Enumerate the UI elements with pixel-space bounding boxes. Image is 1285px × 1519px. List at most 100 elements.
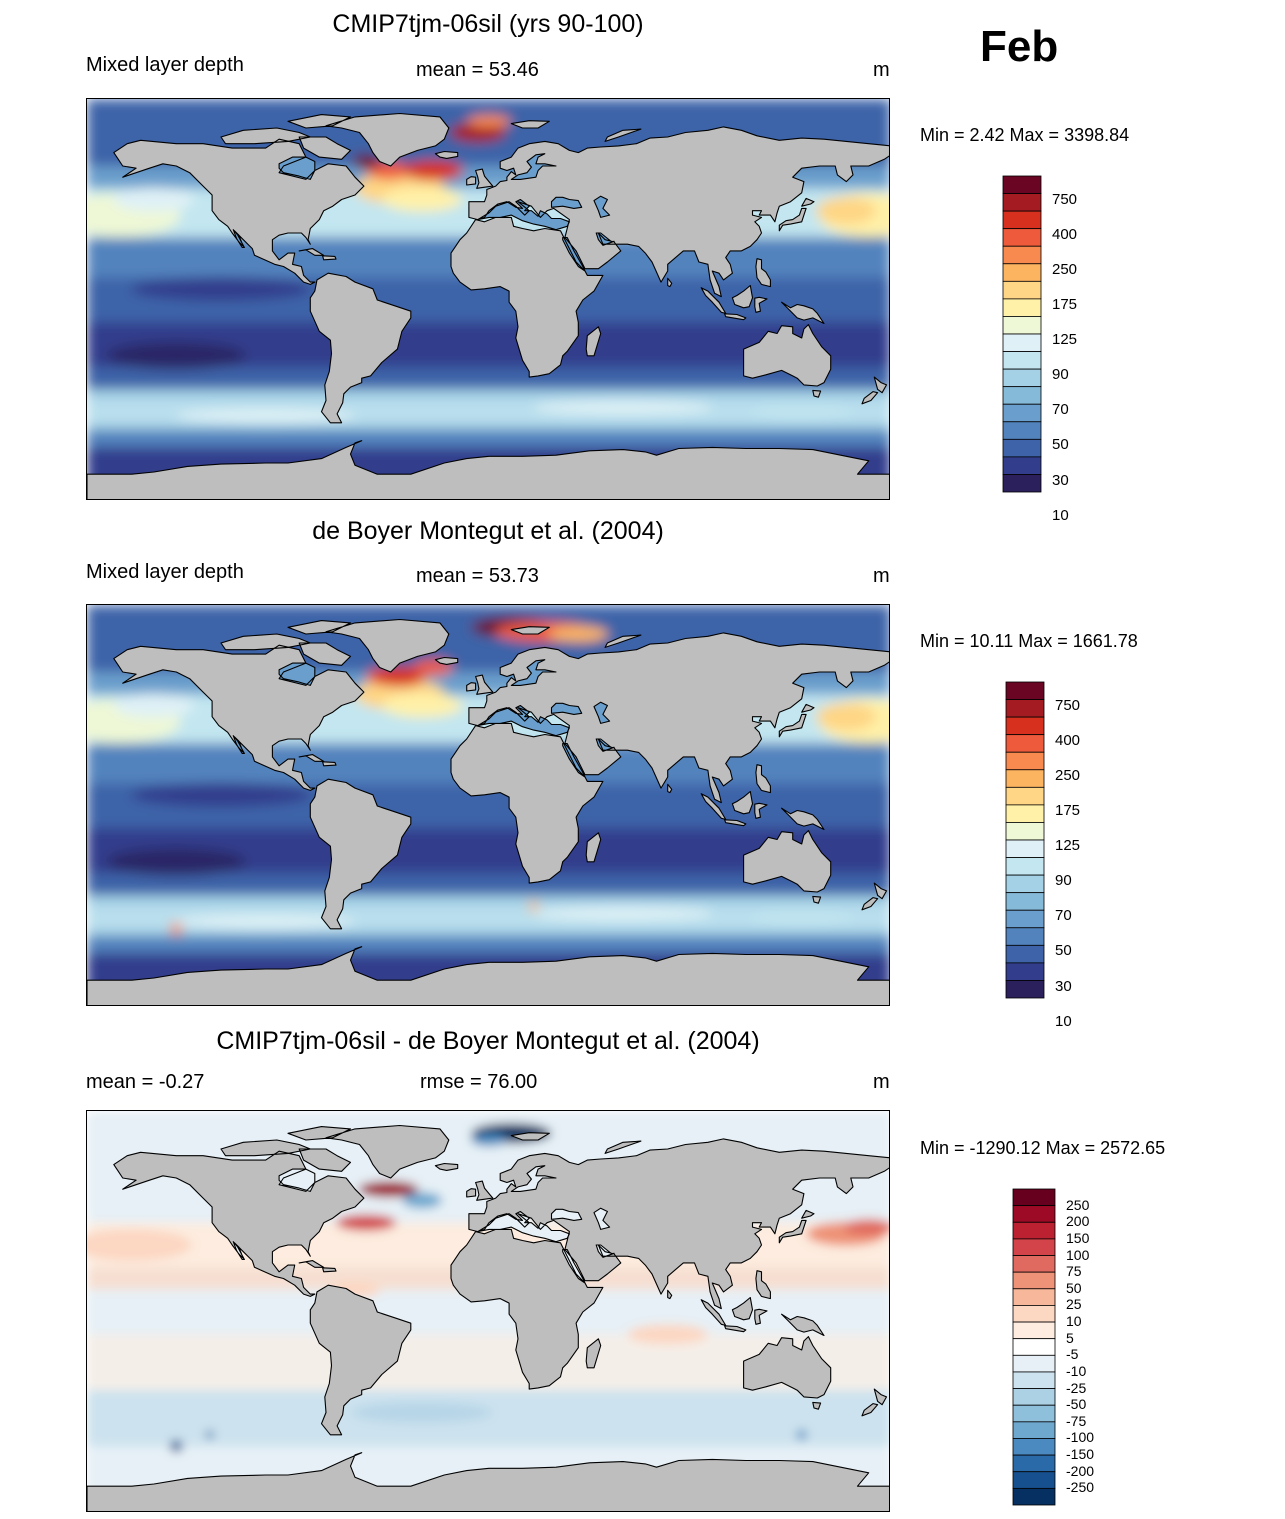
- panel-2-mean: mean = 53.73: [416, 565, 539, 587]
- colorbar-box: [1005, 857, 1045, 876]
- colorbar-box: [1002, 316, 1042, 335]
- colorbar-box: [1012, 1454, 1056, 1473]
- colorbar-label: 150: [1066, 1229, 1090, 1246]
- panel-1-left-label: Mixed layer depth: [86, 54, 244, 76]
- panel-1-minmax: Min = 2.42 Max = 3398.84: [920, 125, 1130, 145]
- colorbar-box: [1012, 1371, 1056, 1389]
- panel-1-title: CMIP7tjm-06sil (yrs 90-100): [332, 10, 644, 38]
- colorbar-label: 5: [1066, 1329, 1074, 1346]
- colorbar-box: [1012, 1221, 1056, 1240]
- colorbar-box: [1002, 210, 1042, 230]
- colorbar-box: [1012, 1438, 1056, 1456]
- panel-1-map: [86, 98, 890, 500]
- colorbar-label: -10: [1066, 1362, 1087, 1379]
- colorbar-label: 400: [1055, 731, 1081, 749]
- colorbar-box: [1005, 962, 1045, 981]
- colorbar-box: [1002, 421, 1042, 440]
- colorbar-box: [1002, 245, 1042, 265]
- colorbar-label: 50: [1052, 436, 1069, 454]
- colorbar-label: 400: [1052, 225, 1078, 243]
- colorbar-box: [1002, 351, 1042, 370]
- colorbar-label: 10: [1066, 1313, 1082, 1330]
- panel-1-mean: mean = 53.46: [416, 59, 539, 81]
- colorbar-box: [1005, 734, 1045, 753]
- inland-seas: [233, 153, 615, 271]
- colorbar-box: [1002, 474, 1042, 493]
- colorbar-label: 70: [1052, 401, 1069, 419]
- colorbar-box: [1005, 892, 1045, 911]
- colorbar-label: -50: [1066, 1396, 1087, 1413]
- colorbar-label: 10: [1055, 1012, 1072, 1030]
- colorbar-label: 70: [1055, 907, 1072, 925]
- colorbar-label: 175: [1052, 296, 1078, 314]
- colorbar-box: [1002, 368, 1042, 388]
- colorbar-label: 50: [1066, 1279, 1082, 1296]
- panel-2-units: m: [873, 565, 890, 587]
- colorbar-box: [1005, 681, 1045, 700]
- colorbar-box: [1012, 1305, 1056, 1323]
- colorbar-box: [1002, 333, 1042, 352]
- colorbar-box: [1012, 1421, 1056, 1439]
- colorbar-label: 125: [1055, 837, 1081, 855]
- colorbar-box: [1012, 1188, 1056, 1207]
- inland-seas: [233, 659, 615, 777]
- colorbar-box: [1012, 1205, 1056, 1223]
- panel-1-colorbar: 750 400 250 175 125 90 70 50 30 10: [1002, 175, 1102, 524]
- colorbar-box: [1005, 944, 1045, 964]
- panel-3-title: CMIP7tjm-06sil - de Boyer Montegut et al…: [216, 1027, 760, 1055]
- coastline: [87, 618, 889, 1005]
- colorbar-label: 750: [1052, 190, 1078, 208]
- coastline: [87, 112, 889, 499]
- colorbar-box: [1002, 263, 1042, 282]
- colorbar-label: -25: [1066, 1379, 1087, 1396]
- colorbar-box: [1012, 1288, 1056, 1306]
- land-mask: [87, 1125, 889, 1511]
- colorbar-label: 90: [1052, 366, 1069, 384]
- panel-1-units: m: [873, 59, 890, 81]
- month-label: Feb: [980, 22, 1059, 71]
- colorbar-label: 125: [1052, 331, 1078, 349]
- colorbar-label: -75: [1066, 1412, 1087, 1429]
- colorbar-label: -250: [1066, 1479, 1095, 1496]
- land-mask: [87, 113, 889, 499]
- colorbar-label: 30: [1055, 977, 1072, 995]
- colorbar-box: [1012, 1238, 1056, 1256]
- colorbar-label: 30: [1052, 471, 1069, 489]
- colorbar-label: 250: [1055, 766, 1081, 784]
- colorbar-label: 100: [1066, 1246, 1090, 1263]
- panel-3-colorbar: 250 200 150 100 75 50 25 10 5 -5 -10 -25 -50 -75 -100-…: [1012, 1188, 1112, 1506]
- colorbar-label: -150: [1066, 1446, 1095, 1463]
- colorbar-label: 90: [1055, 872, 1072, 890]
- colorbar-label: 75: [1066, 1263, 1082, 1280]
- colorbar-box: [1002, 438, 1042, 458]
- colorbar-label: -200: [1066, 1462, 1095, 1479]
- colorbar-box: [1012, 1255, 1056, 1273]
- colorbar-box: [1005, 699, 1045, 718]
- colorbar-box: [1002, 193, 1042, 212]
- colorbar-box: [1012, 1271, 1056, 1290]
- colorbar-box: [1002, 298, 1042, 317]
- coastline: [87, 1124, 889, 1511]
- land-mask: [87, 619, 889, 1005]
- colorbar-box: [1005, 716, 1045, 736]
- colorbar-box: [1002, 175, 1042, 194]
- colorbar-box: [1002, 403, 1042, 423]
- colorbar-box: [1012, 1487, 1056, 1506]
- colorbar-label: 50: [1055, 942, 1072, 960]
- panel-3-rmse: rmse = 76.00: [420, 1071, 538, 1093]
- colorbar-label: 750: [1055, 696, 1081, 714]
- colorbar-box: [1005, 927, 1045, 946]
- panel-3-minmax: Min = -1290.12 Max = 2572.65: [920, 1138, 1166, 1158]
- colorbar-box: [1005, 839, 1045, 858]
- colorbar-box: [1012, 1388, 1056, 1406]
- colorbar-label: 250: [1052, 260, 1078, 278]
- colorbar-label: 200: [1066, 1213, 1090, 1230]
- colorbar-label: -100: [1066, 1429, 1095, 1446]
- colorbar-box: [1012, 1338, 1056, 1356]
- panel-2-map: [86, 604, 890, 1006]
- colorbar-box: [1005, 751, 1045, 771]
- colorbar-box: [1002, 228, 1042, 247]
- colorbar-box: [1012, 1321, 1056, 1340]
- colorbar-box: [1005, 769, 1045, 788]
- colorbar-box: [1005, 822, 1045, 841]
